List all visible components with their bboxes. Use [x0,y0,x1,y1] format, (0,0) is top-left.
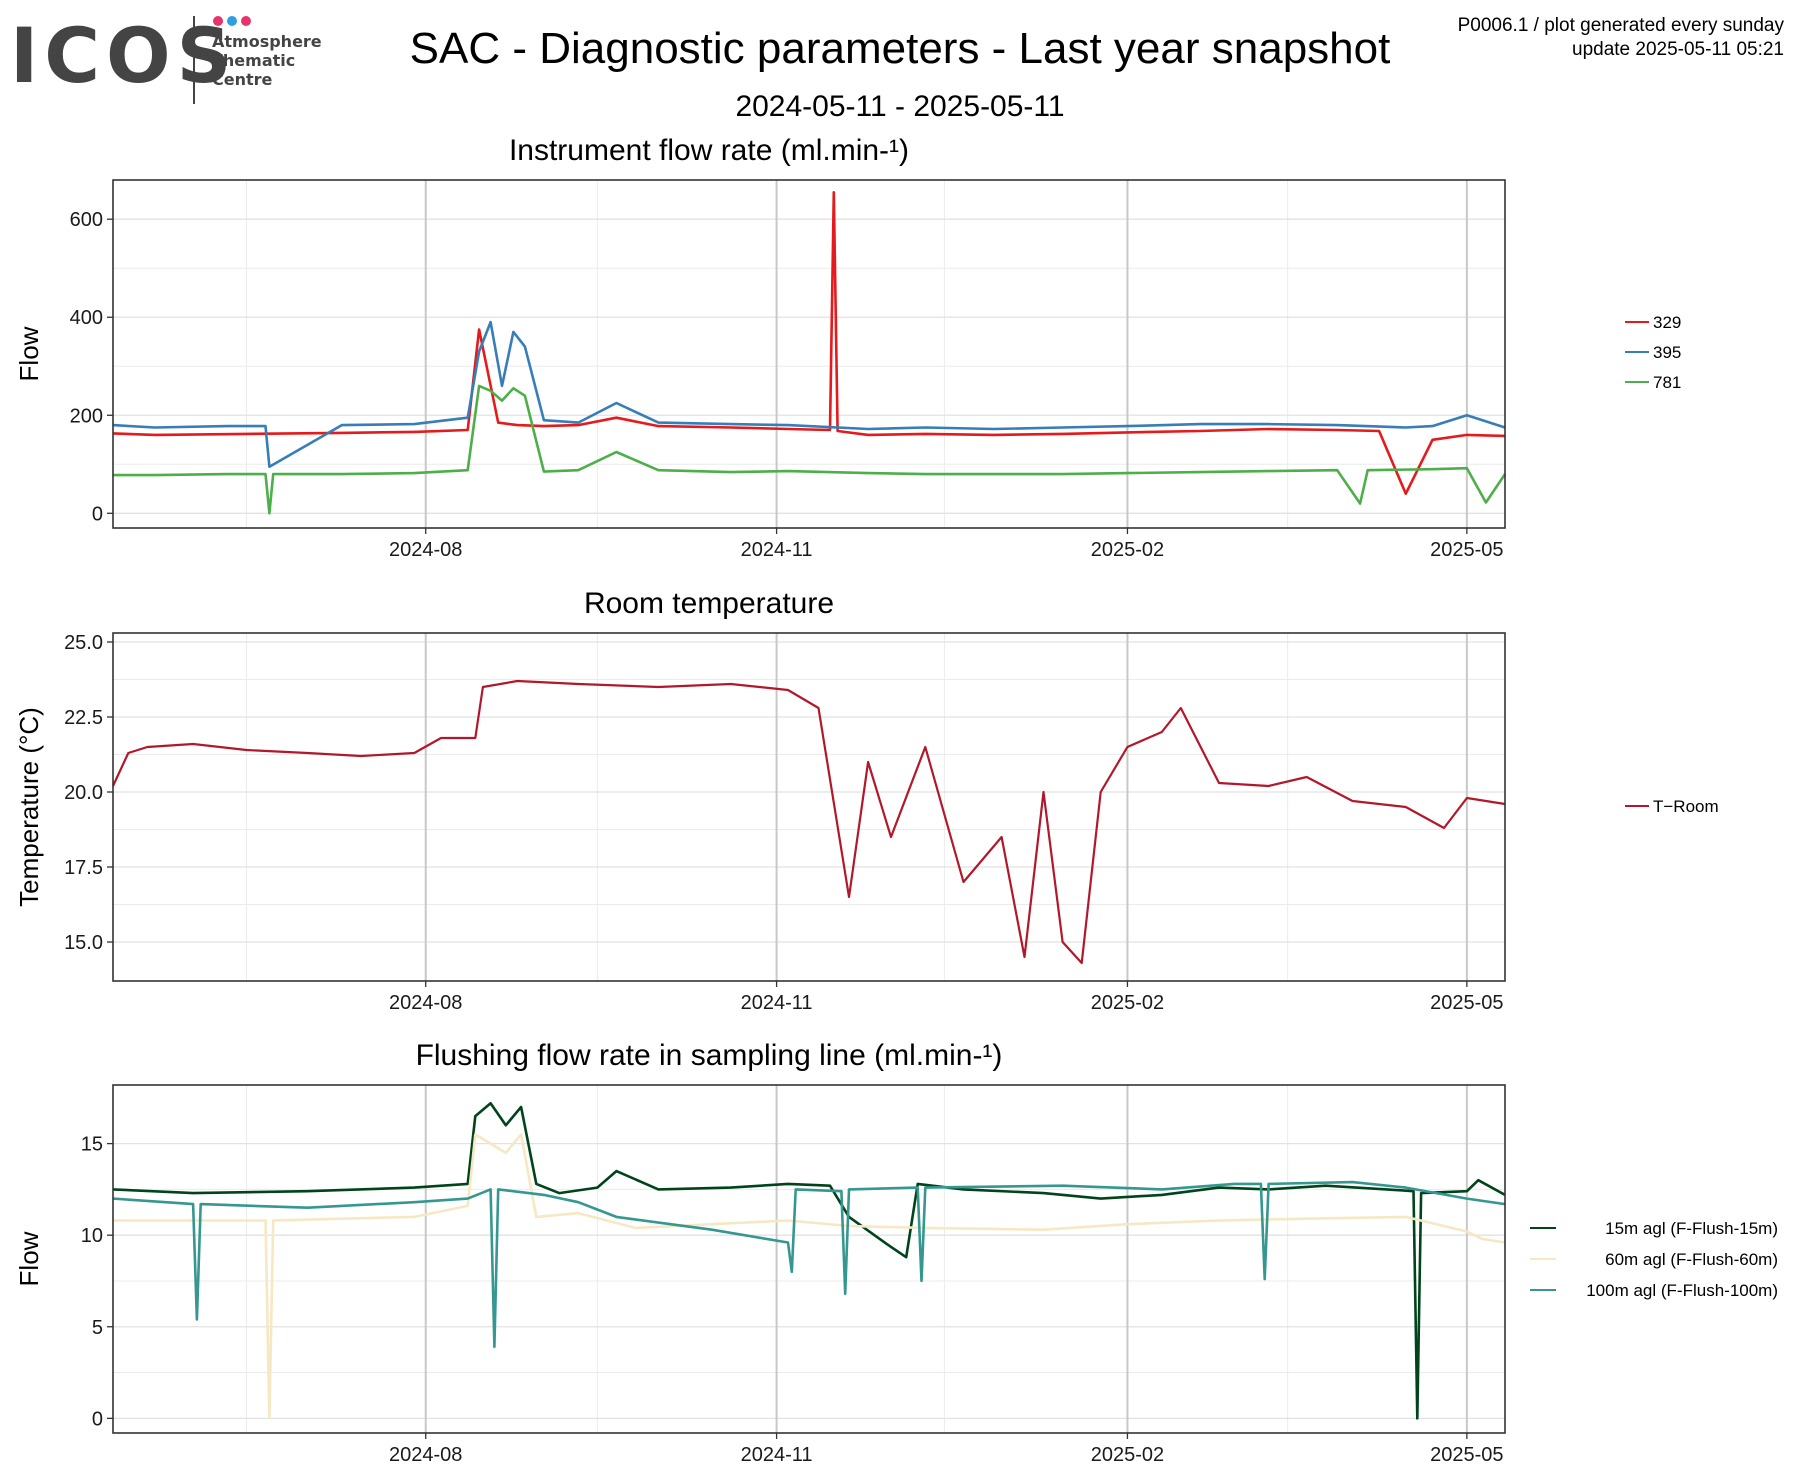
y-tick-label: 400 [70,307,103,329]
series-line-t-room [112,679,1506,965]
x-tick-label: 2024-08 [389,992,462,1014]
logo-dot-blue [227,16,237,26]
x-tick-label: 2025-05 [1430,1444,1503,1466]
page-title: SAC - Diagnostic parameters - Last year … [409,24,1391,73]
legend-label: 15m agl (F-Flush-15m) [1605,1219,1778,1238]
y-axis-label: Flow [14,1231,44,1286]
panel-border [112,179,1506,529]
x-tick-label: 2024-08 [389,1444,462,1466]
y-axis-label: Temperature (°C) [14,707,44,907]
panel-border [112,632,1506,982]
y-tick-label: 15 [81,1134,103,1156]
series-line-15m-agl-f-flush-15m- [112,1102,1506,1420]
generation-note-line-1: P0006.1 / plot generated every sunday [1457,15,1784,36]
y-tick-label: 15.0 [64,932,103,954]
x-tick-label: 2024-11 [741,992,813,1014]
generation-note-line-2: update 2025-05-11 05:21 [1572,39,1784,60]
y-tick-label: 17.5 [64,857,103,879]
legend-label: 329 [1653,313,1681,332]
legend-label: 395 [1653,343,1681,362]
panel-border [112,1084,1506,1434]
chart-title: Flushing flow rate in sampling line (ml.… [416,1039,1003,1072]
x-tick-label: 2025-05 [1430,539,1503,561]
x-tick-label: 2025-02 [1091,992,1164,1014]
legend-label: 781 [1653,373,1681,392]
y-tick-label: 25.0 [64,632,103,654]
logo-dot-pink [241,16,251,26]
logo-divider [193,16,195,104]
series-line-781 [113,384,1507,515]
y-tick-label: 10 [81,1225,103,1247]
y-tick-label: 200 [70,405,103,427]
y-tick-label: 0 [92,503,103,525]
x-tick-label: 2025-02 [1091,1444,1164,1466]
series-line-395 [112,320,1506,469]
series-line-60m-agl-f-flush-60m- [113,1133,1506,1420]
x-tick-label: 2025-02 [1091,539,1164,561]
y-tick-label: 600 [70,209,103,231]
y-tick-label: 20.0 [64,782,103,804]
series-line-100m-agl-f-flush-100m- [112,1180,1506,1349]
chart-title: Instrument flow rate (ml.min-¹) [509,134,909,167]
x-tick-label: 2025-05 [1430,992,1503,1014]
date-range: 2024-05-11 - 2025-05-11 [735,90,1065,123]
x-tick-label: 2024-11 [741,539,813,561]
logo-caption-line-3: Centre [212,70,273,89]
legend-label: T−Room [1653,797,1719,816]
y-axis-label: Flow [14,326,44,381]
logo-dot-red [213,16,223,26]
y-tick-label: 5 [92,1317,103,1339]
legend-label: 100m agl (F-Flush-100m) [1586,1281,1778,1300]
logo-caption: Atmosphere Thematic Centre [212,32,322,89]
y-tick-label: 0 [92,1408,103,1430]
x-tick-label: 2024-11 [741,1444,813,1466]
logo-caption-line-1: Atmosphere [212,32,322,51]
chart-title: Room temperature [584,587,834,620]
logo-caption-line-2: Thematic [212,51,296,70]
x-tick-label: 2024-08 [389,539,462,561]
y-tick-label: 22.5 [64,707,103,729]
series-line-329 [112,191,1506,496]
generation-note: P0006.1 / plot generated every sunday up… [1458,14,1784,62]
legend-label: 60m agl (F-Flush-60m) [1605,1250,1778,1269]
